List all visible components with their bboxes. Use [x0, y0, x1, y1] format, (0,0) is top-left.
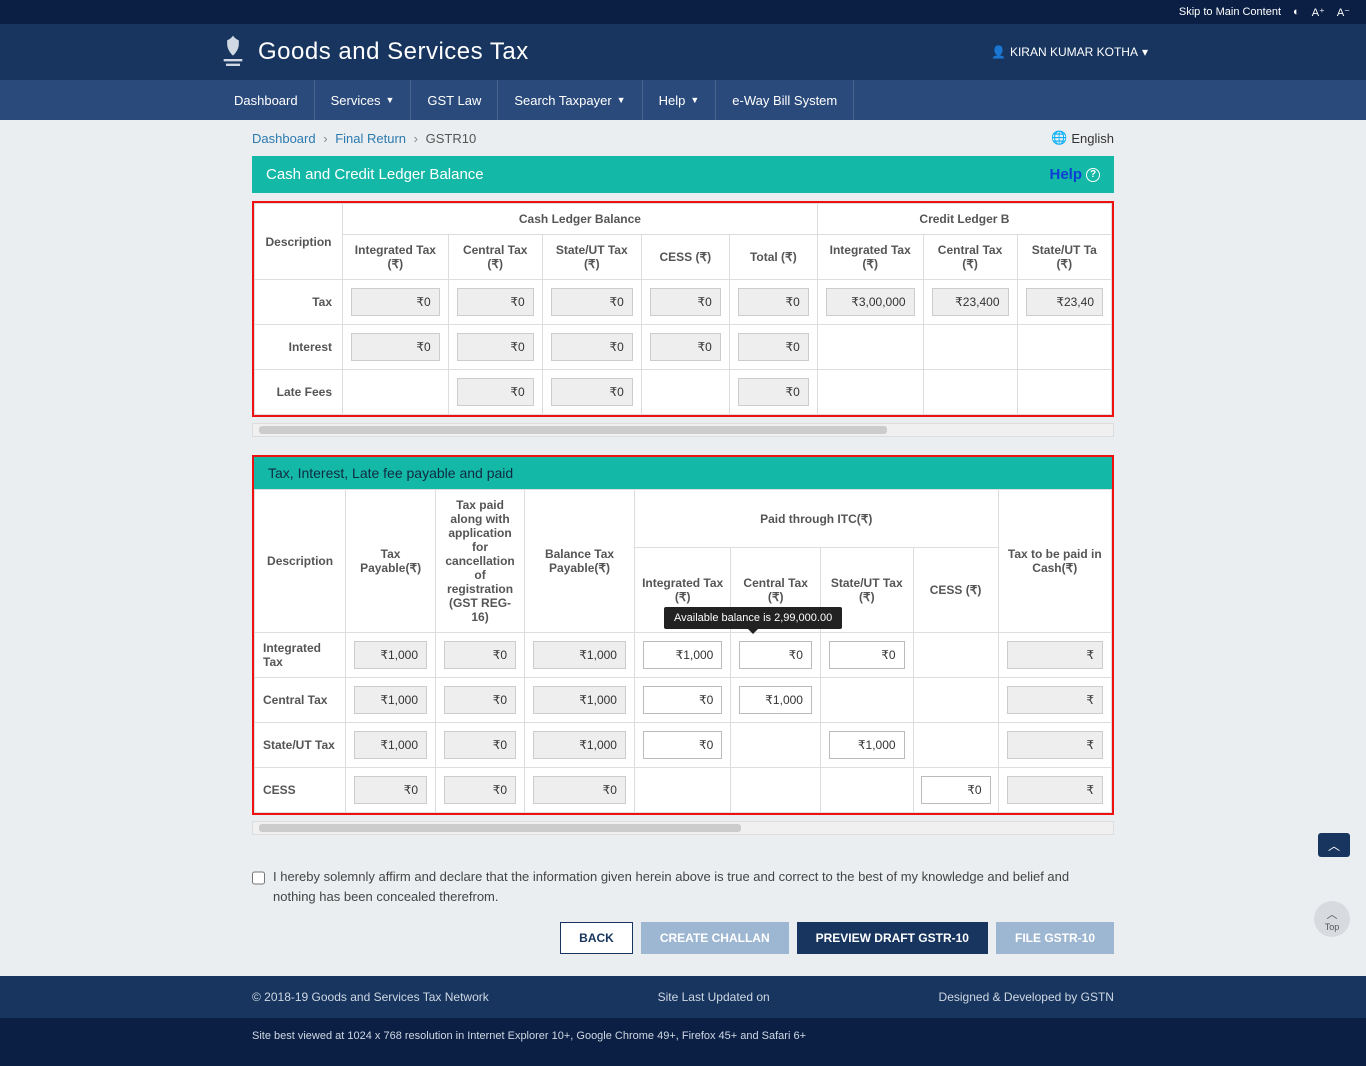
declaration-row: I hereby solemnly affirm and declare tha… [252, 853, 1114, 912]
breadcrumb-current: GSTR10 [426, 131, 477, 146]
create-challan-button[interactable]: CREATE CHALLAN [641, 922, 789, 954]
contrast-icon[interactable]: ◐ [1293, 6, 1300, 18]
row-late-fees: Late Fees ₹0 ₹0 ₹0 [255, 370, 1112, 415]
footer-designed: Designed & Developed by GSTN [939, 990, 1114, 1004]
back-button[interactable]: BACK [560, 922, 633, 954]
footer-copyright: © 2018-19 Goods and Services Tax Network [252, 990, 489, 1004]
row-cess: CESS ₹0 ₹0 ₹0 ₹0 ₹ [255, 768, 1112, 813]
ledger-section-header: Cash and Credit Ledger Balance Help ? [252, 156, 1114, 193]
caret-icon: ▼ [385, 95, 394, 105]
nav-services[interactable]: Services▼ [315, 80, 412, 120]
nav-gst-law[interactable]: GST Law [411, 80, 498, 120]
site-header: Goods and Services Tax 👤 KIRAN KUMAR KOT… [0, 24, 1366, 80]
help-icon: ? [1086, 168, 1100, 182]
footer-updated: Site Last Updated on [658, 990, 770, 1004]
row-integrated-tax: Integrated Tax ₹1,000 ₹0 ₹1,000 ₹1,000 ₹… [255, 633, 1112, 678]
footer-primary: © 2018-19 Goods and Services Tax Network… [0, 976, 1366, 1018]
row-interest: Interest ₹0 ₹0 ₹0 ₹0 ₹0 [255, 325, 1112, 370]
user-name: KIRAN KUMAR KOTHA [1010, 45, 1138, 59]
chevron-up-icon: ︿ [1327, 906, 1338, 922]
font-increase[interactable]: A⁺ [1312, 6, 1325, 19]
col-description: Description [255, 204, 343, 280]
row-central-tax: Central Tax ₹1,000 ₹0 ₹1,000 ₹0 ₹1,000 ₹ [255, 678, 1112, 723]
nav-help[interactable]: Help▼ [643, 80, 717, 120]
emblem-icon [218, 32, 248, 72]
payable-table: Description Tax Payable(₹) Tax paid alon… [254, 489, 1112, 813]
col-cash-group: Cash Ledger Balance [343, 204, 818, 235]
row-tax: Tax ₹0 ₹0 ₹0 ₹0 ₹0 ₹3,00,000 ₹23,400 ₹23… [255, 280, 1112, 325]
help-link[interactable]: Help ? [1049, 166, 1100, 183]
nav-dashboard[interactable]: Dashboard [218, 80, 315, 120]
payable-section-header: Tax, Interest, Late fee payable and paid [254, 457, 1112, 489]
caret-icon: ▼ [690, 95, 699, 105]
itc-it-input[interactable]: ₹1,000 [643, 641, 722, 669]
itc-cess-input[interactable]: ₹0 [921, 776, 991, 804]
nav-eway[interactable]: e-Way Bill System [716, 80, 854, 120]
footer-viewed: Site best viewed at 1024 x 768 resolutio… [252, 1030, 806, 1042]
nav-search-taxpayer[interactable]: Search Taxpayer▼ [498, 80, 642, 120]
site-title: Goods and Services Tax [258, 38, 529, 66]
button-row: BACK CREATE CHALLAN PREVIEW DRAFT GSTR-1… [252, 912, 1114, 976]
chevron-up-icon: ︿ [1328, 837, 1340, 854]
user-menu[interactable]: 👤 KIRAN KUMAR KOTHA ▾ [991, 45, 1148, 59]
ledger-table: Description Cash Ledger Balance Credit L… [254, 203, 1112, 415]
horizontal-scrollbar-2[interactable] [252, 821, 1114, 835]
preview-draft-button[interactable]: PREVIEW DRAFT GSTR-10 [797, 922, 988, 954]
footer-secondary: Site best viewed at 1024 x 768 resolutio… [0, 1018, 1366, 1066]
globe-icon: 🌐 [1051, 130, 1067, 146]
caret-icon: ▼ [617, 95, 626, 105]
col-credit-group: Credit Ledger B [817, 204, 1111, 235]
file-gstr10-button[interactable]: FILE GSTR-10 [996, 922, 1114, 954]
font-decrease[interactable]: A⁻ [1337, 6, 1350, 19]
accessibility-bar: Skip to Main Content ◐ A⁺ A⁻ [0, 0, 1366, 24]
user-icon: 👤 [991, 45, 1006, 59]
back-to-top-button[interactable]: ︿ Top [1314, 901, 1350, 937]
declaration-checkbox[interactable] [252, 871, 265, 885]
balance-tooltip: Available balance is 2,99,000.00 [664, 607, 842, 629]
skip-link[interactable]: Skip to Main Content [1179, 6, 1281, 18]
itc-st-input[interactable]: ₹0 [829, 641, 905, 669]
itc-it-input[interactable]: ₹0 [643, 731, 722, 759]
row-state-tax: State/UT Tax ₹1,000 ₹0 ₹1,000 ₹0 ₹1,000 … [255, 723, 1112, 768]
payable-table-box: Tax, Interest, Late fee payable and paid… [252, 455, 1114, 815]
chevron-down-icon: ▾ [1142, 45, 1148, 59]
language-selector[interactable]: 🌐 English [1051, 130, 1114, 146]
horizontal-scrollbar[interactable] [252, 423, 1114, 437]
itc-ct-input[interactable]: ₹1,000 [739, 686, 812, 714]
ledger-table-box: Description Cash Ledger Balance Credit L… [252, 201, 1114, 417]
breadcrumb: Dashboard › Final Return › GSTR10 [252, 131, 476, 146]
breadcrumb-final-return[interactable]: Final Return [335, 131, 406, 146]
main-nav: Dashboard Services▼ GST Law Search Taxpa… [0, 80, 1366, 120]
itc-st-input[interactable]: ₹1,000 [829, 731, 905, 759]
itc-ct-input[interactable]: ₹0 [739, 641, 812, 669]
itc-it-input[interactable]: ₹0 [643, 686, 722, 714]
scroll-up-side-button[interactable]: ︿ [1318, 833, 1350, 857]
breadcrumb-dashboard[interactable]: Dashboard [252, 131, 316, 146]
declaration-text: I hereby solemnly affirm and declare tha… [273, 867, 1114, 906]
